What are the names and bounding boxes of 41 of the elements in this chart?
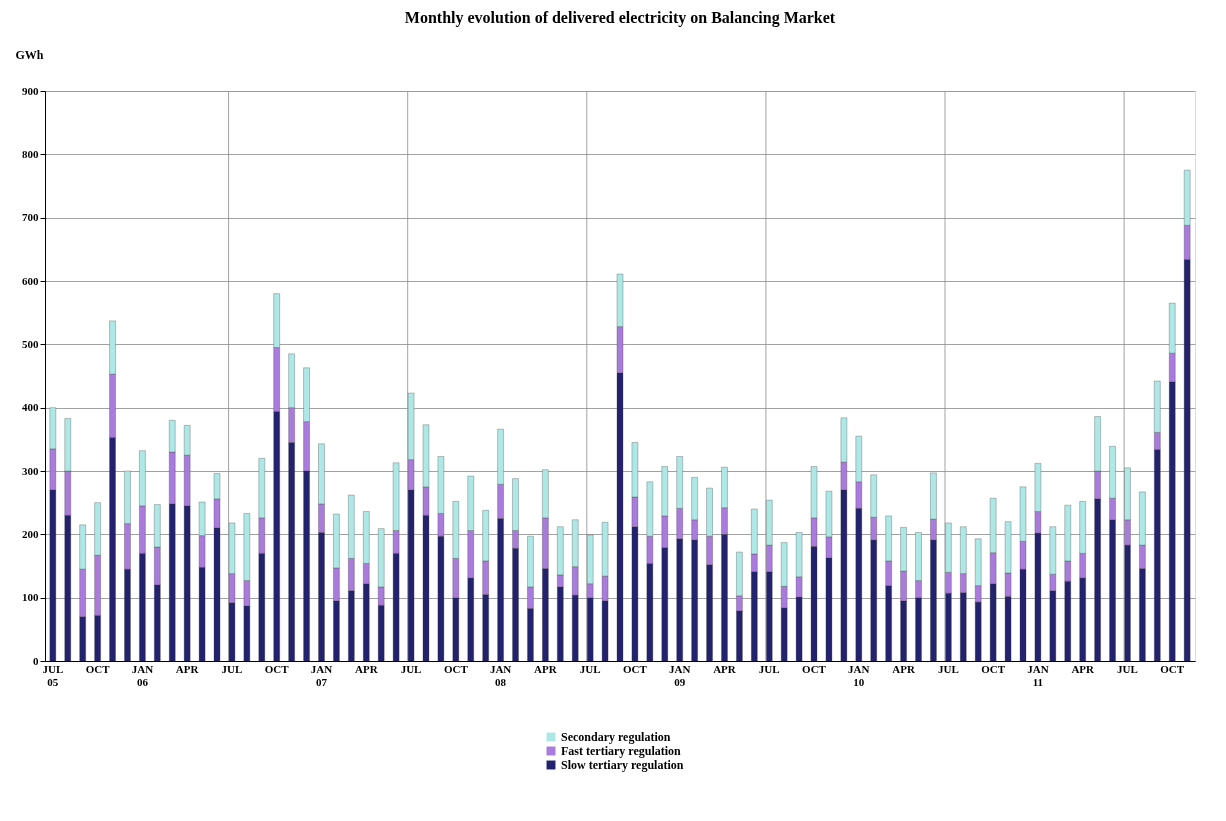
x-tick-label: JAN 10 xyxy=(848,662,870,688)
x-tick-label: OCT xyxy=(85,662,111,675)
x-tick-label: OCT xyxy=(981,662,1006,675)
y-tick-label: 400 xyxy=(22,401,39,414)
legend-label: Secondary regulation xyxy=(561,730,671,744)
x-tick-label: JUL 05 xyxy=(42,662,64,688)
x-tick-label: APR xyxy=(713,662,737,675)
y-tick-label: 600 xyxy=(22,274,39,287)
y-axis-title: GWh xyxy=(15,47,44,62)
x-tick-label: JAN 09 xyxy=(669,662,691,688)
x-tick-label: JUL xyxy=(221,662,243,675)
x-tick-label: APR xyxy=(175,662,200,675)
chart-title: Monthly evolution of delivered electricity on Balancing Market xyxy=(404,9,836,27)
x-tick-label: APR xyxy=(354,662,379,675)
x-tick-label: OCT xyxy=(1160,662,1185,675)
x-tick-label: JAN 06 xyxy=(131,662,154,688)
x-tick-label: JUL xyxy=(1117,662,1138,675)
y-tick-label: 0 xyxy=(33,654,39,667)
x-tick-label: OCT xyxy=(443,662,469,675)
x-tick-label: OCT xyxy=(802,662,827,675)
x-tick-label: JAN 08 xyxy=(489,662,512,688)
y-tick-label: 500 xyxy=(22,337,39,350)
y-tick-label: 900 xyxy=(22,84,39,97)
x-tick-label: JUL xyxy=(937,662,959,675)
y-tick-label: 100 xyxy=(22,591,39,604)
x-tick-label: JUL xyxy=(758,662,780,675)
legend-label: Slow tertiary regulation xyxy=(561,758,684,772)
x-tick-label: JUL xyxy=(579,662,601,675)
legend-label: Fast tertiary regulation xyxy=(561,744,682,758)
x-tick-label: JUL xyxy=(400,662,422,675)
y-tick-label: 800 xyxy=(22,147,39,160)
x-tick-label: APR xyxy=(1071,662,1096,675)
y-tick-label: 700 xyxy=(22,211,39,224)
x-tick-label: OCT xyxy=(264,662,290,675)
x-tick-label: APR xyxy=(892,662,916,675)
x-tick-label: JAN 07 xyxy=(310,662,333,688)
y-tick-label: 300 xyxy=(22,464,39,477)
x-tick-label: OCT xyxy=(623,662,648,675)
y-tick-label: 200 xyxy=(22,527,39,540)
x-tick-label: JAN 11 xyxy=(1027,662,1049,688)
x-tick-label: APR xyxy=(534,662,558,675)
